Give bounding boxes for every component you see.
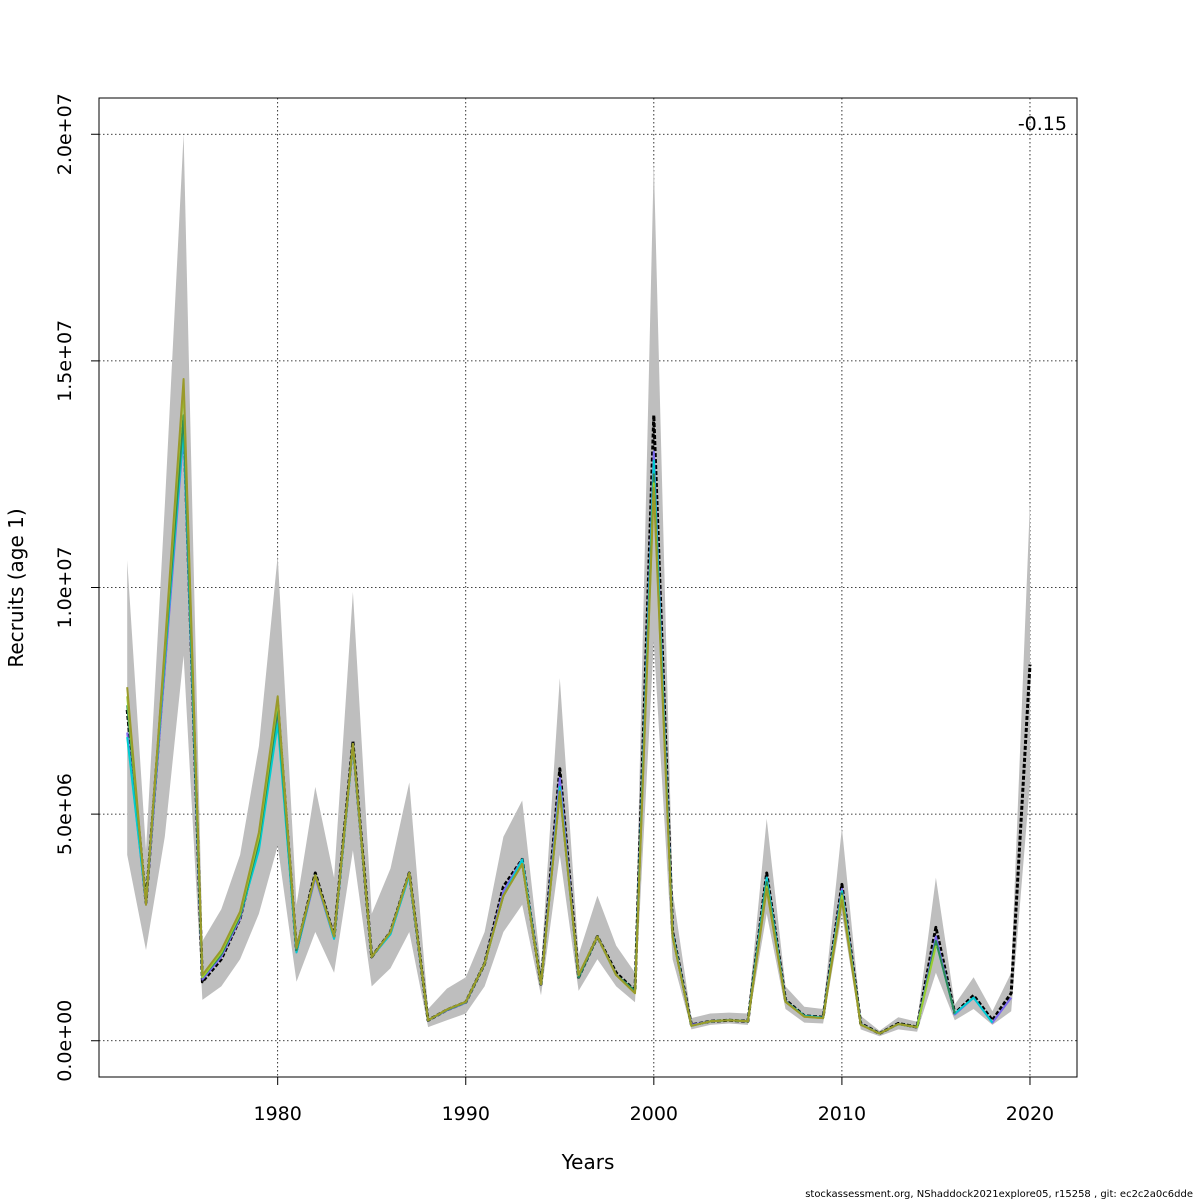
x-tick-label: 2000	[630, 1103, 678, 1125]
y-tick-label: 5.0e+06	[54, 773, 76, 855]
series-line-6	[126, 378, 918, 1035]
x-tick-label: 2020	[1006, 1103, 1054, 1125]
y-tick-label: 1.5e+07	[54, 320, 76, 402]
correlation-annotation: -0.15	[1018, 113, 1067, 135]
footer-credit: stockassessment.org, NShaddock2021explor…	[805, 1189, 1193, 1200]
x-axis-title: Years	[561, 1150, 615, 1174]
confidence-band	[127, 134, 1030, 1037]
y-tick-label: 0.0e+00	[54, 1000, 76, 1082]
x-tick-label: 1990	[442, 1103, 490, 1125]
y-axis: 0.0e+00 5.0e+06 1.0e+07 1.5e+07 2.0e+07	[54, 93, 99, 1082]
y-tick-label: 1.0e+07	[54, 546, 76, 628]
series-line-2	[126, 432, 1012, 1035]
x-tick-label: 2010	[818, 1103, 866, 1125]
x-tick-label: 1980	[253, 1103, 301, 1125]
y-axis-title: Recruits (age 1)	[4, 508, 28, 667]
x-axis: 1980 1990 2000 2010 2020	[253, 1077, 1054, 1125]
series-lines-group	[125, 378, 1032, 1035]
y-tick-label: 2.0e+07	[54, 93, 76, 175]
confidence-band-group	[127, 134, 1030, 1037]
